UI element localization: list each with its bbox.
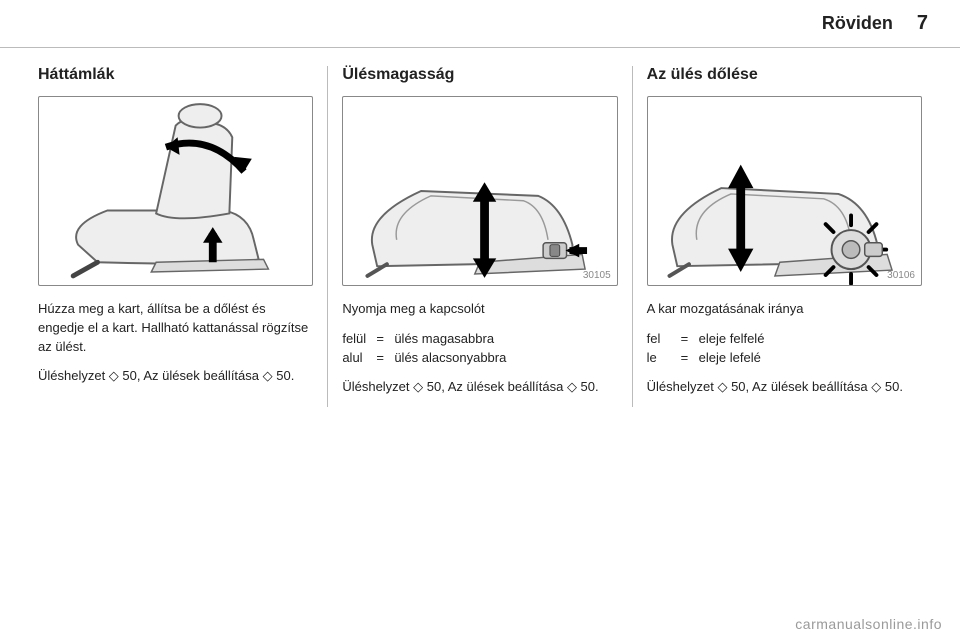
header-page-number: 7 — [917, 12, 928, 35]
caption-text: A kar mozgatásának iránya — [647, 300, 922, 319]
illustration-seat-height: 30105 — [342, 96, 617, 286]
page-header: Röviden 7 — [0, 0, 960, 48]
column-title: Háttámlák — [38, 66, 313, 84]
column-title: Ülésmagasság — [342, 66, 617, 84]
def-eq: = — [376, 329, 394, 349]
footer-text: Üléshelyzet ◇ 50, Az ülések beállítása ◇… — [38, 367, 313, 386]
def-val: ülés alacsonyabbra — [394, 348, 506, 368]
def-eq: = — [681, 329, 699, 349]
definition-row: felül = ülés magasabbra — [342, 329, 617, 349]
def-key: le — [647, 348, 681, 368]
definition-list: felül = ülés magasabbra alul = ülés alac… — [342, 329, 617, 368]
image-number: 30105 — [583, 270, 611, 281]
header-section-title: Röviden — [822, 13, 893, 34]
def-key: felül — [342, 329, 376, 349]
definition-list: fel = eleje felfelé le = eleje lefelé — [647, 329, 922, 368]
def-key: alul — [342, 348, 376, 368]
column-title: Az ülés dőlése — [647, 66, 922, 84]
illustration-seat-tilt: 30106 — [647, 96, 922, 286]
content-columns: Háttámlák Hú — [0, 48, 960, 407]
column-seat-height: Ülésmagasság — [328, 66, 632, 407]
def-val: eleje lefelé — [699, 348, 761, 368]
definition-row: le = eleje lefelé — [647, 348, 922, 368]
footer-text: Üléshelyzet ◇ 50, Az ülések beállítása ◇… — [342, 378, 617, 397]
image-number: 30106 — [887, 270, 915, 281]
definition-row: fel = eleje felfelé — [647, 329, 922, 349]
column-backrest: Háttámlák Hú — [24, 66, 328, 407]
watermark: carmanualsonline.info — [795, 616, 942, 632]
def-eq: = — [376, 348, 394, 368]
def-eq: = — [681, 348, 699, 368]
definition-row: alul = ülés alacsonyabbra — [342, 348, 617, 368]
column-seat-tilt: Az ülés dőlése — [633, 66, 936, 407]
illustration-backrest — [38, 96, 313, 286]
caption-text: Nyomja meg a kapcsolót — [342, 300, 617, 319]
def-val: ülés magasabbra — [394, 329, 494, 349]
def-val: eleje felfelé — [699, 329, 765, 349]
def-key: fel — [647, 329, 681, 349]
footer-text: Üléshelyzet ◇ 50, Az ülések beállítása ◇… — [647, 378, 922, 397]
caption-text: Húzza meg a kart, állítsa be a dőlést és… — [38, 300, 313, 357]
